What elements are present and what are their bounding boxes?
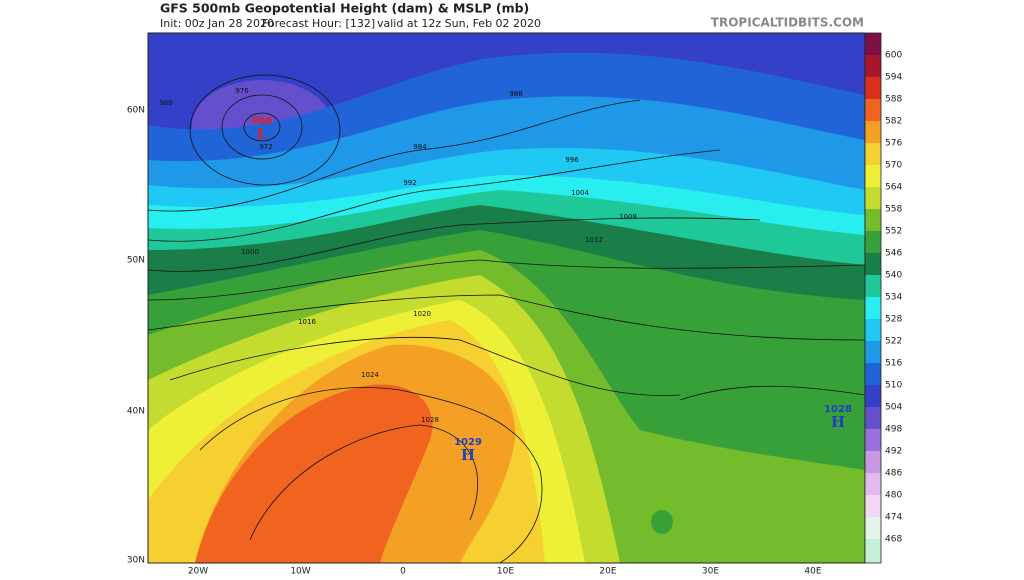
colorbar-swatch: [865, 341, 881, 363]
isobar-label: 988: [509, 90, 522, 98]
colorbar-swatch: [865, 473, 881, 495]
colorbar-swatch: [865, 253, 881, 275]
center-value: 1029: [454, 437, 482, 448]
isobar-label: 1024: [361, 371, 379, 379]
isobar-label: 1012: [585, 236, 603, 244]
colorbar-label: 588: [885, 95, 902, 105]
colorbar-label: 498: [885, 425, 902, 435]
colorbar-label: 564: [885, 183, 902, 193]
colorbar-swatch: [865, 209, 881, 231]
colorbar-label: 546: [885, 249, 902, 259]
lon-label: 0: [400, 567, 406, 577]
colorbar-label: 486: [885, 469, 902, 479]
colorbar-label: 534: [885, 293, 902, 303]
title: GFS 500mb Geopotential Height (dam) & MS…: [160, 1, 529, 16]
colorbar-label: 576: [885, 139, 902, 149]
lon-label: 20W: [188, 567, 208, 577]
colorbar-swatch: [865, 451, 881, 473]
isobar-label: 1028: [421, 416, 439, 424]
height-field: [148, 33, 865, 563]
valid-time: valid at 12z Sun, Feb 02 2020: [377, 17, 541, 30]
isobars: [148, 74, 865, 563]
colorbar-swatch: [865, 275, 881, 297]
colorbar-swatch: [865, 517, 881, 539]
center-letter: H: [831, 413, 845, 431]
colorbar-swatch: [865, 77, 881, 99]
band: [651, 510, 673, 534]
isobar-label: 1016: [298, 318, 316, 326]
isobar-label: 976: [235, 87, 249, 95]
center-value: 1028: [824, 404, 852, 415]
colorbar-label: 528: [885, 315, 902, 325]
colorbar-frame: [864, 32, 882, 564]
lon-label: 10W: [290, 567, 310, 577]
isobar-label: 1004: [571, 189, 589, 197]
center-letter: H: [461, 446, 475, 464]
isobar-label: 996: [565, 156, 579, 164]
colorbar-label: 582: [885, 117, 902, 127]
colorbar-label: 594: [885, 73, 902, 83]
colorbar-label: 600: [885, 51, 902, 61]
colorbar-label: 570: [885, 161, 902, 171]
colorbar-swatch: [865, 385, 881, 407]
band: [195, 384, 433, 563]
lon-label: 40E: [804, 567, 821, 577]
colorbar-swatch: [865, 319, 881, 341]
colorbar-swatch: [865, 539, 881, 563]
colorbar-label: 558: [885, 205, 902, 215]
colorbar-label: 468: [885, 535, 902, 545]
colorbar-swatch: [865, 165, 881, 187]
colorbar-label: 492: [885, 447, 902, 457]
lat-label: 40N: [127, 407, 145, 417]
colorbar-label: 522: [885, 337, 902, 347]
isobar-label: 1008: [619, 213, 637, 221]
source: TROPICALTIDBITS.COM: [711, 16, 864, 30]
colorbar-swatch: [865, 99, 881, 121]
lat-label: 60N: [127, 106, 145, 116]
colorbar-label: 510: [885, 381, 902, 391]
isobar-label: 1020: [413, 310, 431, 318]
colorbar-swatch: [865, 297, 881, 319]
colorbar-label: 516: [885, 359, 902, 369]
isobar-label: 992: [403, 179, 416, 187]
colorbar-swatch: [865, 407, 881, 429]
colorbar-label: 474: [885, 513, 902, 523]
lon-label: 20E: [599, 567, 616, 577]
center-value: 986: [252, 116, 273, 127]
colorbar-swatch: [865, 55, 881, 77]
colorbar-swatch: [865, 143, 881, 165]
isobar-label: 980: [159, 99, 172, 107]
colorbar-label: 552: [885, 227, 902, 237]
lon-label: 30E: [702, 567, 719, 577]
lat-label: 30N: [127, 556, 145, 566]
colorbar-swatch: [865, 33, 881, 55]
colorbar-swatch: [865, 121, 881, 143]
init-time: Init: 00z Jan 28 2020: [160, 17, 274, 30]
lat-label: 50N: [127, 256, 145, 266]
colorbar-swatch: [865, 495, 881, 517]
colorbar-label: 480: [885, 491, 902, 501]
colorbar-swatch: [865, 231, 881, 253]
center-letter: L: [257, 125, 268, 143]
colorbar-swatch: [865, 187, 881, 209]
forecast-hour: Forecast Hour: [132]: [262, 17, 375, 30]
isobar-label: 972: [259, 143, 272, 151]
isobar-label: 984: [413, 143, 427, 151]
lon-label: 10E: [497, 567, 514, 577]
colorbar-label: 540: [885, 271, 902, 281]
colorbar-label: 504: [885, 403, 902, 413]
colorbar-swatch: [865, 429, 881, 451]
colorbar-swatch: [865, 363, 881, 385]
isobar-label: 1000: [241, 248, 259, 256]
